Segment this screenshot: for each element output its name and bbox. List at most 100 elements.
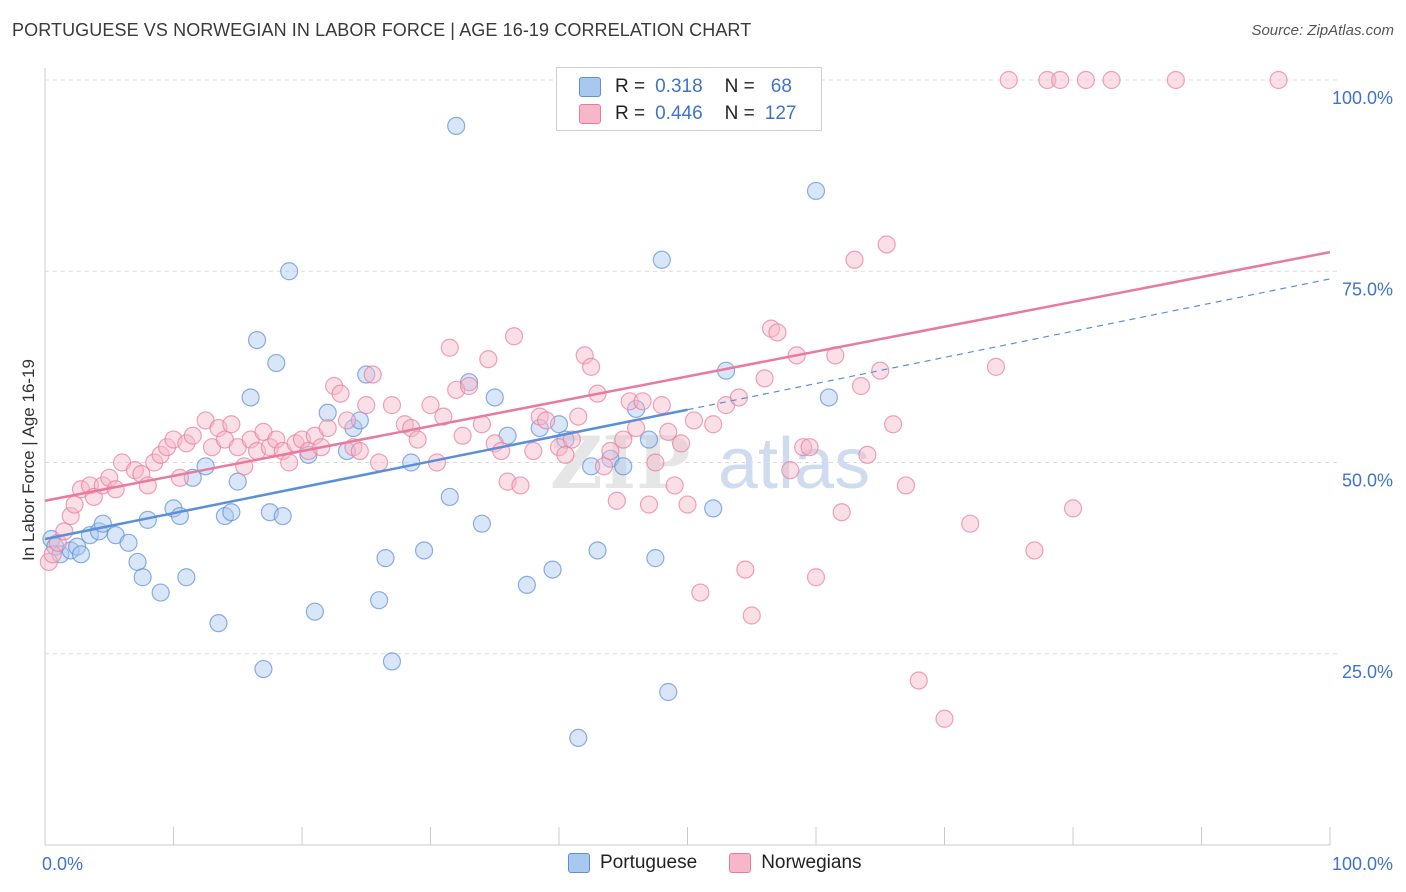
data-point [1063, 499, 1083, 518]
svg-text:ZIP: ZIP [550, 420, 690, 505]
norwegians-swatch [579, 104, 601, 124]
chart-title: PORTUGUESE VS NORWEGIAN IN LABOR FORCE |… [12, 20, 752, 40]
data-point [562, 430, 581, 449]
data-point [1025, 541, 1044, 560]
data-point [414, 541, 434, 560]
source-label: Source: ZipAtlas.com [1251, 22, 1394, 39]
data-point [742, 606, 761, 625]
n-label: N = [724, 103, 755, 124]
data-point [128, 552, 147, 572]
trend-lines [44, 250, 1331, 541]
data-point [556, 445, 575, 464]
data-point [337, 411, 357, 430]
data-point [896, 476, 916, 495]
tick-labels: 25.0% 50.0% 75.0% 100.0% 0.0% 100.0% [42, 88, 1393, 874]
data-point [479, 350, 498, 369]
data-point [434, 407, 453, 426]
data-point [43, 545, 62, 564]
data-point [646, 453, 665, 472]
data-point [71, 545, 91, 564]
watermark: ZIP atlas [550, 420, 870, 505]
trend-line [44, 250, 1331, 502]
data-point [318, 418, 337, 438]
data-point [80, 476, 100, 495]
data-point [935, 709, 954, 728]
data-point [357, 396, 376, 415]
data-point [781, 461, 800, 480]
data-point [196, 457, 215, 476]
data-point [350, 411, 369, 430]
data-point [601, 441, 620, 461]
data-point [1269, 70, 1288, 90]
data-point [806, 568, 826, 587]
r-label: R = [615, 76, 646, 97]
data-point [228, 472, 247, 491]
series-legend: Portuguese Norwegians [568, 852, 894, 874]
data-point [65, 495, 84, 514]
data-point [254, 659, 273, 679]
data-point [1051, 70, 1070, 90]
y-tick-label: 75.0% [1342, 279, 1393, 299]
data-point [858, 445, 877, 464]
data-point [61, 506, 80, 526]
data-point [633, 392, 652, 411]
legend-label-portuguese: Portuguese [600, 852, 698, 873]
axes [44, 68, 1331, 846]
data-point [402, 453, 421, 472]
data-point [620, 392, 639, 411]
data-point [1038, 70, 1057, 90]
data-point [806, 181, 826, 201]
data-point [222, 415, 241, 434]
trend-extension [687, 278, 1331, 411]
data-point [453, 426, 472, 445]
data-point [472, 514, 491, 533]
data-point [659, 682, 678, 702]
r-value: 0.446 [655, 103, 703, 124]
data-point [267, 430, 286, 449]
data-point [614, 430, 633, 449]
data-point [170, 468, 190, 487]
stats-legend: R = 0.318 N = 68 R = 0.446 N = 127 [556, 67, 822, 131]
legend-label-norwegians: Norwegians [761, 852, 862, 873]
data-point [768, 323, 787, 342]
legend-item-norwegians: Norwegians [729, 852, 862, 874]
data-point [517, 575, 536, 595]
data-point [961, 514, 980, 533]
series-portuguese [42, 116, 838, 748]
data-point [569, 407, 588, 426]
data-point [267, 353, 286, 373]
data-point [1166, 70, 1185, 90]
data-point [646, 549, 665, 568]
data-point [832, 503, 851, 522]
data-point [119, 533, 138, 552]
y-tick-label: 100.0% [1332, 88, 1393, 108]
data-point [736, 560, 755, 579]
data-point [370, 591, 389, 610]
data-point [851, 376, 871, 396]
data-point [671, 434, 691, 453]
data-point [569, 728, 588, 748]
data-point [247, 331, 267, 350]
n-label: N = [724, 76, 755, 97]
data-point [440, 487, 459, 507]
trend-line [44, 408, 688, 541]
legend-item-portuguese: Portuguese [568, 852, 697, 874]
data-point [222, 503, 241, 522]
data-point [524, 441, 543, 461]
y-tick-label: 50.0% [1342, 471, 1393, 491]
x-tick-label: 100.0% [1332, 854, 1393, 874]
data-point [755, 369, 774, 388]
data-point [273, 506, 292, 526]
data-point [800, 438, 819, 457]
data-point [48, 533, 67, 552]
data-point [639, 495, 659, 514]
grid [45, 79, 1340, 655]
data-point [575, 346, 594, 365]
data-point [485, 388, 504, 407]
data-point [986, 357, 1006, 376]
data-point [100, 468, 119, 487]
data-point [819, 388, 838, 407]
data-point [652, 396, 671, 415]
portuguese-swatch [579, 77, 601, 97]
